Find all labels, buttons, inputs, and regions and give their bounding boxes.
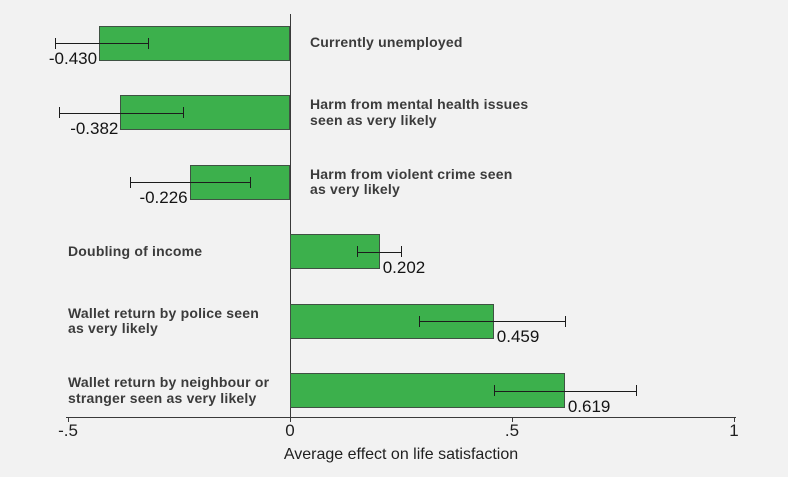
- category-label-line: Doubling of income: [68, 242, 203, 259]
- x-tick: [68, 417, 69, 422]
- category-label-line: Currently unemployed: [310, 34, 463, 51]
- error-bar-cap: [418, 315, 420, 327]
- category-label-line: stranger seen as very likely: [68, 389, 257, 406]
- x-tick-label: -.5: [58, 421, 78, 440]
- value-label: -0.382: [70, 118, 119, 138]
- category-label-line: Wallet return by neighbour or: [68, 374, 270, 390]
- category-label: Harm from mental health issues seen as ve…: [310, 96, 529, 128]
- error-bar-cap: [494, 385, 496, 396]
- category-label: Wallet return by neighbour or stranger se…: [68, 374, 270, 406]
- category-label: Currently unemployed: [310, 35, 463, 51]
- x-tick-label: 1: [729, 421, 739, 440]
- value-label: -0.430: [48, 49, 98, 68]
- category-label-line: as very likely: [68, 320, 158, 336]
- category-label-line: seen as very likely: [310, 111, 437, 128]
- error-bar: [356, 251, 401, 253]
- x-tick: [290, 417, 291, 422]
- error-bar-cap: [183, 107, 185, 118]
- error-bar-cap: [636, 385, 638, 396]
- error-bar-cap: [565, 315, 567, 327]
- category-label: Wallet return by police seen as very like…: [68, 304, 260, 337]
- x-tick: [512, 417, 513, 422]
- error-bar: [418, 321, 566, 322]
- error-bar: [494, 390, 637, 392]
- value-label: 0.619: [567, 396, 611, 416]
- error-bar-cap: [250, 176, 252, 188]
- x-axis-line: [66, 417, 736, 418]
- category-label-line: Harm from violent crime seen: [310, 165, 513, 182]
- x-tick-label: 0: [285, 421, 295, 440]
- x-axis-title: Average effect on life satisfaction: [283, 446, 519, 463]
- error-bar-cap: [130, 176, 132, 188]
- value-label: 0.202: [382, 257, 426, 277]
- value-label: 0.459: [496, 327, 540, 346]
- category-label: Harm from violent crime seen as very like…: [310, 165, 513, 198]
- error-bar-cap: [54, 37, 56, 49]
- category-label-line: as very likely: [310, 181, 400, 197]
- category-label-line: Wallet return by police seen: [68, 304, 260, 321]
- category-label-line: Harm from mental health issues: [310, 96, 529, 112]
- error-bar: [54, 43, 148, 44]
- error-bar-cap: [356, 246, 358, 257]
- error-bar-cap: [59, 107, 61, 118]
- error-bar-cap: [401, 246, 402, 257]
- error-bar-cap: [147, 37, 149, 49]
- zero-baseline: [290, 14, 291, 417]
- error-bar: [130, 182, 251, 183]
- x-tick-label: .5: [504, 421, 520, 440]
- category-label: Doubling of income: [68, 242, 203, 260]
- error-bar: [59, 112, 184, 114]
- value-label: -0.226: [139, 188, 188, 207]
- x-tick: [734, 417, 735, 422]
